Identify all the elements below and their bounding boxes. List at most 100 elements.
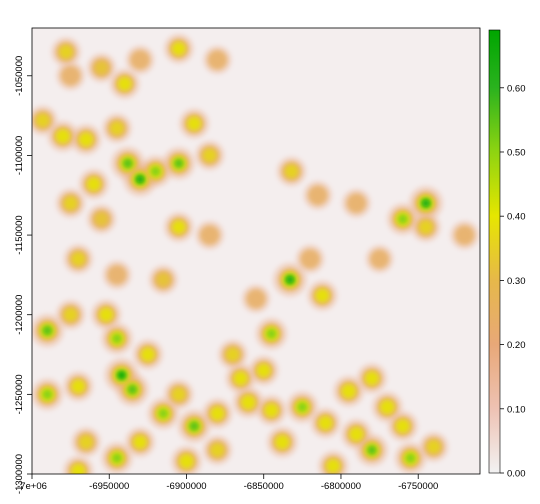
colorbar-tick-label: 0.20 (507, 340, 526, 351)
heatmap-cell (86, 177, 101, 192)
y-tick-label: -1250000 (14, 374, 25, 414)
colorbar-tick-label: 0.40 (507, 212, 526, 223)
heatmap-cell (341, 383, 357, 399)
heatmap-cell (318, 415, 333, 431)
heatmap-cell (266, 328, 277, 339)
colorbar-ticks: 0.00 0.10 0.20 0.30 0.40 0.50 0.60 (500, 83, 526, 480)
plot-border (31, 27, 481, 475)
heatmap-cell (136, 176, 144, 183)
heatmap-cell (210, 443, 225, 457)
heatmap-cell (380, 399, 395, 415)
heatmap-cell (264, 403, 279, 418)
heatmap-cell (42, 325, 53, 336)
heatmap-cell (366, 445, 377, 456)
heatmap-cell (71, 463, 86, 474)
colorbar-tick-label: 0.60 (507, 83, 526, 94)
heatmap-cell (315, 288, 330, 303)
heatmap-cell (246, 289, 266, 309)
heatmap-cell (60, 65, 81, 86)
x-tick-label: -7e+06 (17, 481, 47, 492)
x-tick-label: -6850000 (244, 481, 284, 492)
heatmap-cell (210, 406, 225, 421)
heatmap-cell (422, 200, 430, 207)
heatmap-cell (207, 50, 228, 70)
heatmap-cell (233, 371, 248, 386)
heatmap-cell (284, 164, 299, 179)
heatmap-cell (426, 440, 441, 454)
x-tick-label: -6750000 (398, 481, 438, 492)
x-tick-label: -6900000 (166, 481, 206, 492)
y-tick-label: -1300000 (14, 454, 25, 494)
heatmap-cell (349, 427, 364, 442)
heatmap-cell (179, 454, 194, 469)
heatmap-cell (397, 214, 408, 225)
heatmap-cell (71, 379, 86, 394)
heatmap-cell (59, 45, 73, 59)
heatmap-cell (286, 276, 294, 283)
heatmap-cells (32, 33, 479, 474)
heatmap-cell (156, 272, 171, 287)
heatmap-cell (112, 453, 122, 464)
heatmap-cell (171, 220, 186, 235)
heatmap-cell (364, 371, 379, 386)
heatmap-cell (94, 61, 109, 75)
heatmap-cell (130, 50, 151, 70)
y-tick-label: -1150000 (14, 215, 25, 254)
x-tick-label: -6800000 (321, 481, 361, 492)
heatmap-cell (297, 402, 308, 413)
heatmap-cell (241, 395, 256, 410)
heatmap-cell (127, 384, 138, 395)
heatmap-cell (202, 148, 217, 163)
heatmap-cell (107, 265, 127, 285)
heatmap-cell (307, 185, 328, 206)
heatmap-cell (35, 113, 50, 128)
heatmap-cell (173, 158, 184, 169)
heatmap-cell (256, 363, 271, 378)
heatmap-cell (63, 307, 78, 322)
heatmap-cell (454, 225, 475, 246)
heatmap-cell (117, 76, 132, 91)
heatmap-cell (326, 458, 341, 474)
heatmap-cell (395, 419, 410, 434)
heatmap-cell (55, 129, 71, 144)
heatmap-cell (99, 307, 114, 322)
heatmap-cell (71, 252, 86, 266)
heatmap-cell (188, 420, 200, 432)
y-tick-label: -1100000 (14, 136, 25, 175)
plot-area (31, 27, 481, 475)
heatmap-cell (133, 435, 148, 450)
heatmap-cell (187, 116, 202, 131)
heatmap-cell (79, 435, 93, 449)
x-tick-label: -6950000 (89, 481, 129, 492)
heatmap-cell (63, 196, 78, 211)
heatmap-cell (118, 371, 125, 379)
heatmap-cell (150, 166, 161, 177)
heatmap-cell (275, 434, 290, 450)
heatmap-cell (405, 453, 416, 464)
heatmap-cell (419, 220, 433, 235)
heatmap-cell (110, 121, 124, 136)
heatmap-cell (42, 389, 53, 400)
heatmap-cell (346, 193, 367, 214)
y-axis: -1050000 -1100000 -1150000 -1200000 -1250000… (14, 56, 32, 494)
y-tick-label: -1200000 (14, 295, 25, 335)
heatmap-cell (158, 408, 169, 419)
x-axis: -7e+06 -6950000 -6900000 -6850000 -6800000 -6… (17, 474, 438, 492)
heatmap-cell (112, 333, 122, 344)
heatmap-cell (199, 225, 220, 246)
heatmap-cell (94, 212, 109, 226)
colorbar-scale (488, 29, 501, 474)
colorbar: 0.00 0.10 0.20 0.30 0.40 0.50 0.60 (488, 29, 526, 480)
heatmap-cell (171, 41, 186, 56)
colorbar-tick-label: 0.10 (507, 404, 526, 415)
heatmap-cell (171, 387, 186, 402)
y-tick-label: -1050000 (14, 56, 25, 96)
heatmap-cell (225, 347, 240, 362)
colorbar-tick-label: 0.00 (507, 469, 526, 480)
colorbar-tick-label: 0.50 (507, 147, 526, 158)
heatmap-cell (122, 158, 134, 169)
heatmap-cell (370, 249, 390, 269)
heatmap-cell (140, 347, 155, 362)
colorbar-tick-label: 0.30 (507, 276, 526, 287)
